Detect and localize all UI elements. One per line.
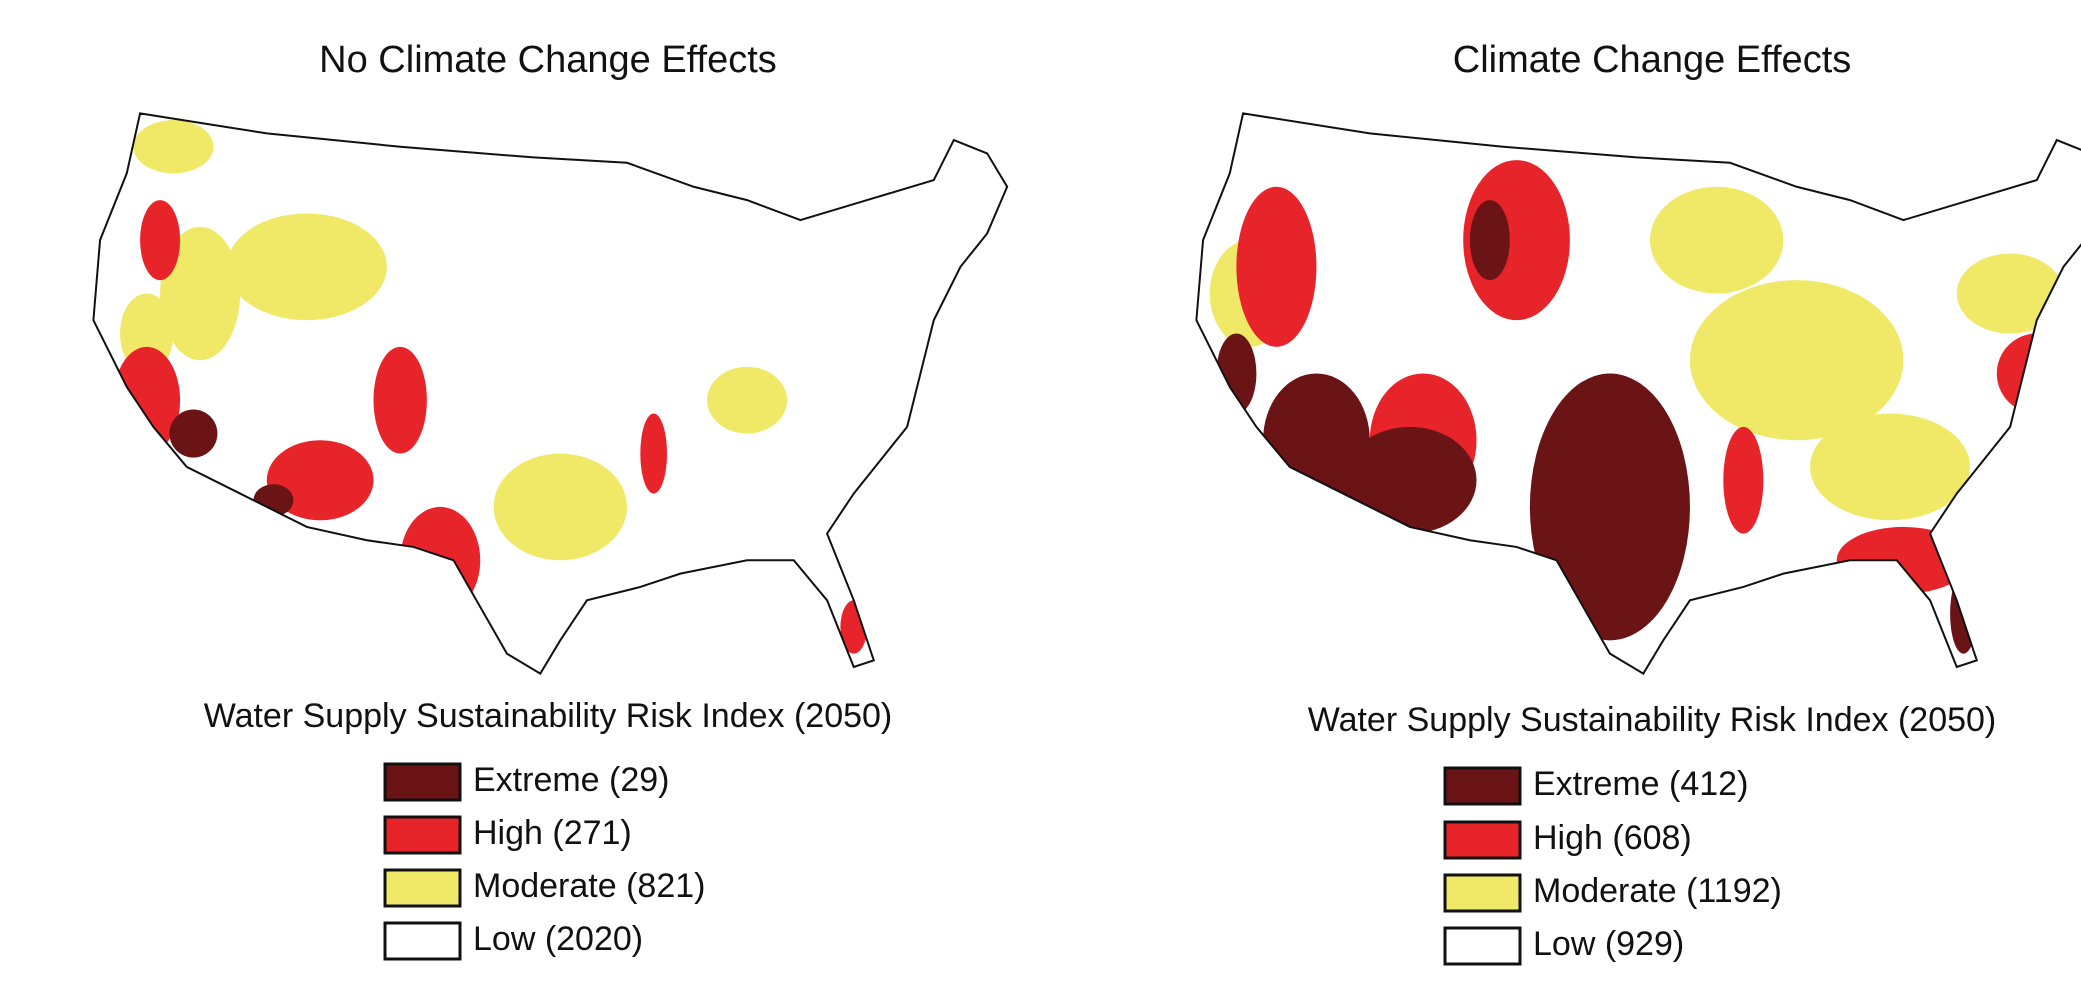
risk-region — [1956, 253, 2064, 334]
risk-region — [1529, 373, 1690, 641]
map-right — [1195, 112, 2081, 675]
legend-swatch — [1443, 766, 1522, 806]
legend-label: Moderate (1192) — [1533, 872, 1782, 910]
risk-region — [1343, 426, 1477, 534]
risk-region — [253, 484, 294, 517]
legend-label: Extreme (29) — [473, 761, 670, 799]
risk-region — [226, 213, 387, 321]
risk-region — [1810, 413, 1971, 521]
legend-swatch — [383, 762, 462, 802]
legend-swatch — [1443, 926, 1522, 966]
legend-swatch — [383, 921, 462, 961]
map-left — [92, 112, 1009, 675]
legend-title: Water Supply Sustainability Risk Index (… — [1308, 701, 1997, 739]
risk-region — [1689, 280, 1904, 441]
risk-region — [1996, 333, 2077, 414]
legend-swatch — [383, 868, 462, 908]
risk-region — [1236, 186, 1317, 347]
regions — [1209, 160, 2077, 654]
map-title: No Climate Change Effects — [319, 39, 777, 81]
risk-region — [169, 409, 218, 458]
legend-label: High (608) — [1533, 819, 1692, 857]
risk-region — [1950, 573, 1977, 654]
risk-region — [1463, 160, 1570, 321]
risk-region — [160, 226, 241, 361]
risk-region — [140, 200, 181, 281]
legend-label: Extreme (412) — [1533, 765, 1748, 803]
risk-region — [1723, 426, 1764, 534]
risk-region — [1469, 200, 1510, 281]
legend-label: High (271) — [473, 814, 632, 852]
legend-swatch — [1443, 873, 1522, 913]
legend-label: Low (2020) — [473, 920, 643, 958]
risk-region — [133, 120, 214, 174]
legend-swatch — [1443, 820, 1522, 860]
risk-region — [640, 413, 667, 494]
risk-region — [1649, 186, 1784, 294]
legend-title: Water Supply Sustainability Risk Index (… — [204, 697, 893, 735]
legend-label: Low (929) — [1533, 925, 1684, 963]
legend-swatch — [383, 815, 462, 855]
risk-region — [400, 506, 481, 614]
risk-region — [373, 346, 427, 454]
risk-region — [493, 453, 627, 561]
map-title: Climate Change Effects — [1453, 39, 1852, 81]
legend-label: Moderate (821) — [473, 867, 705, 905]
risk-region — [707, 366, 788, 434]
